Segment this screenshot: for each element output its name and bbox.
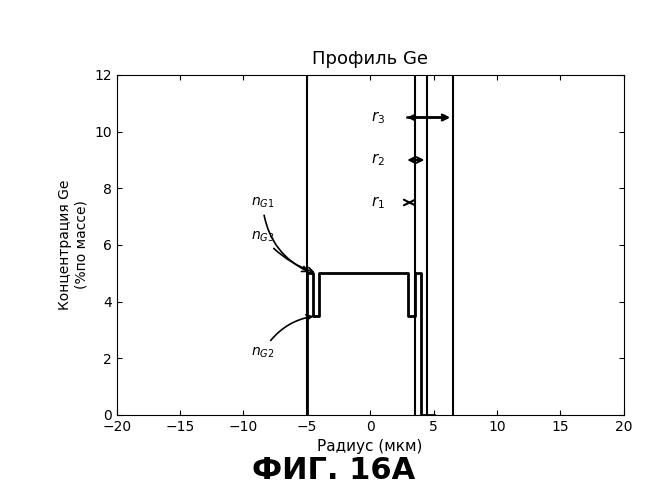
Text: ФИГ. 16А: ФИГ. 16А [252, 456, 415, 485]
X-axis label: Радиус (мкм): Радиус (мкм) [317, 440, 423, 454]
Title: Профиль Ge: Профиль Ge [312, 50, 428, 68]
Text: $r_1$: $r_1$ [372, 194, 386, 211]
Text: $r_2$: $r_2$ [372, 152, 386, 168]
Text: $n_{G1}$: $n_{G1}$ [251, 196, 307, 272]
Y-axis label: Концентрация Ge
(%по массе): Концентрация Ge (%по массе) [59, 180, 89, 310]
Text: $n_{G2}$: $n_{G2}$ [251, 314, 311, 360]
Text: $n_{G3}$: $n_{G3}$ [251, 230, 313, 273]
Text: $r_3$: $r_3$ [372, 109, 386, 126]
